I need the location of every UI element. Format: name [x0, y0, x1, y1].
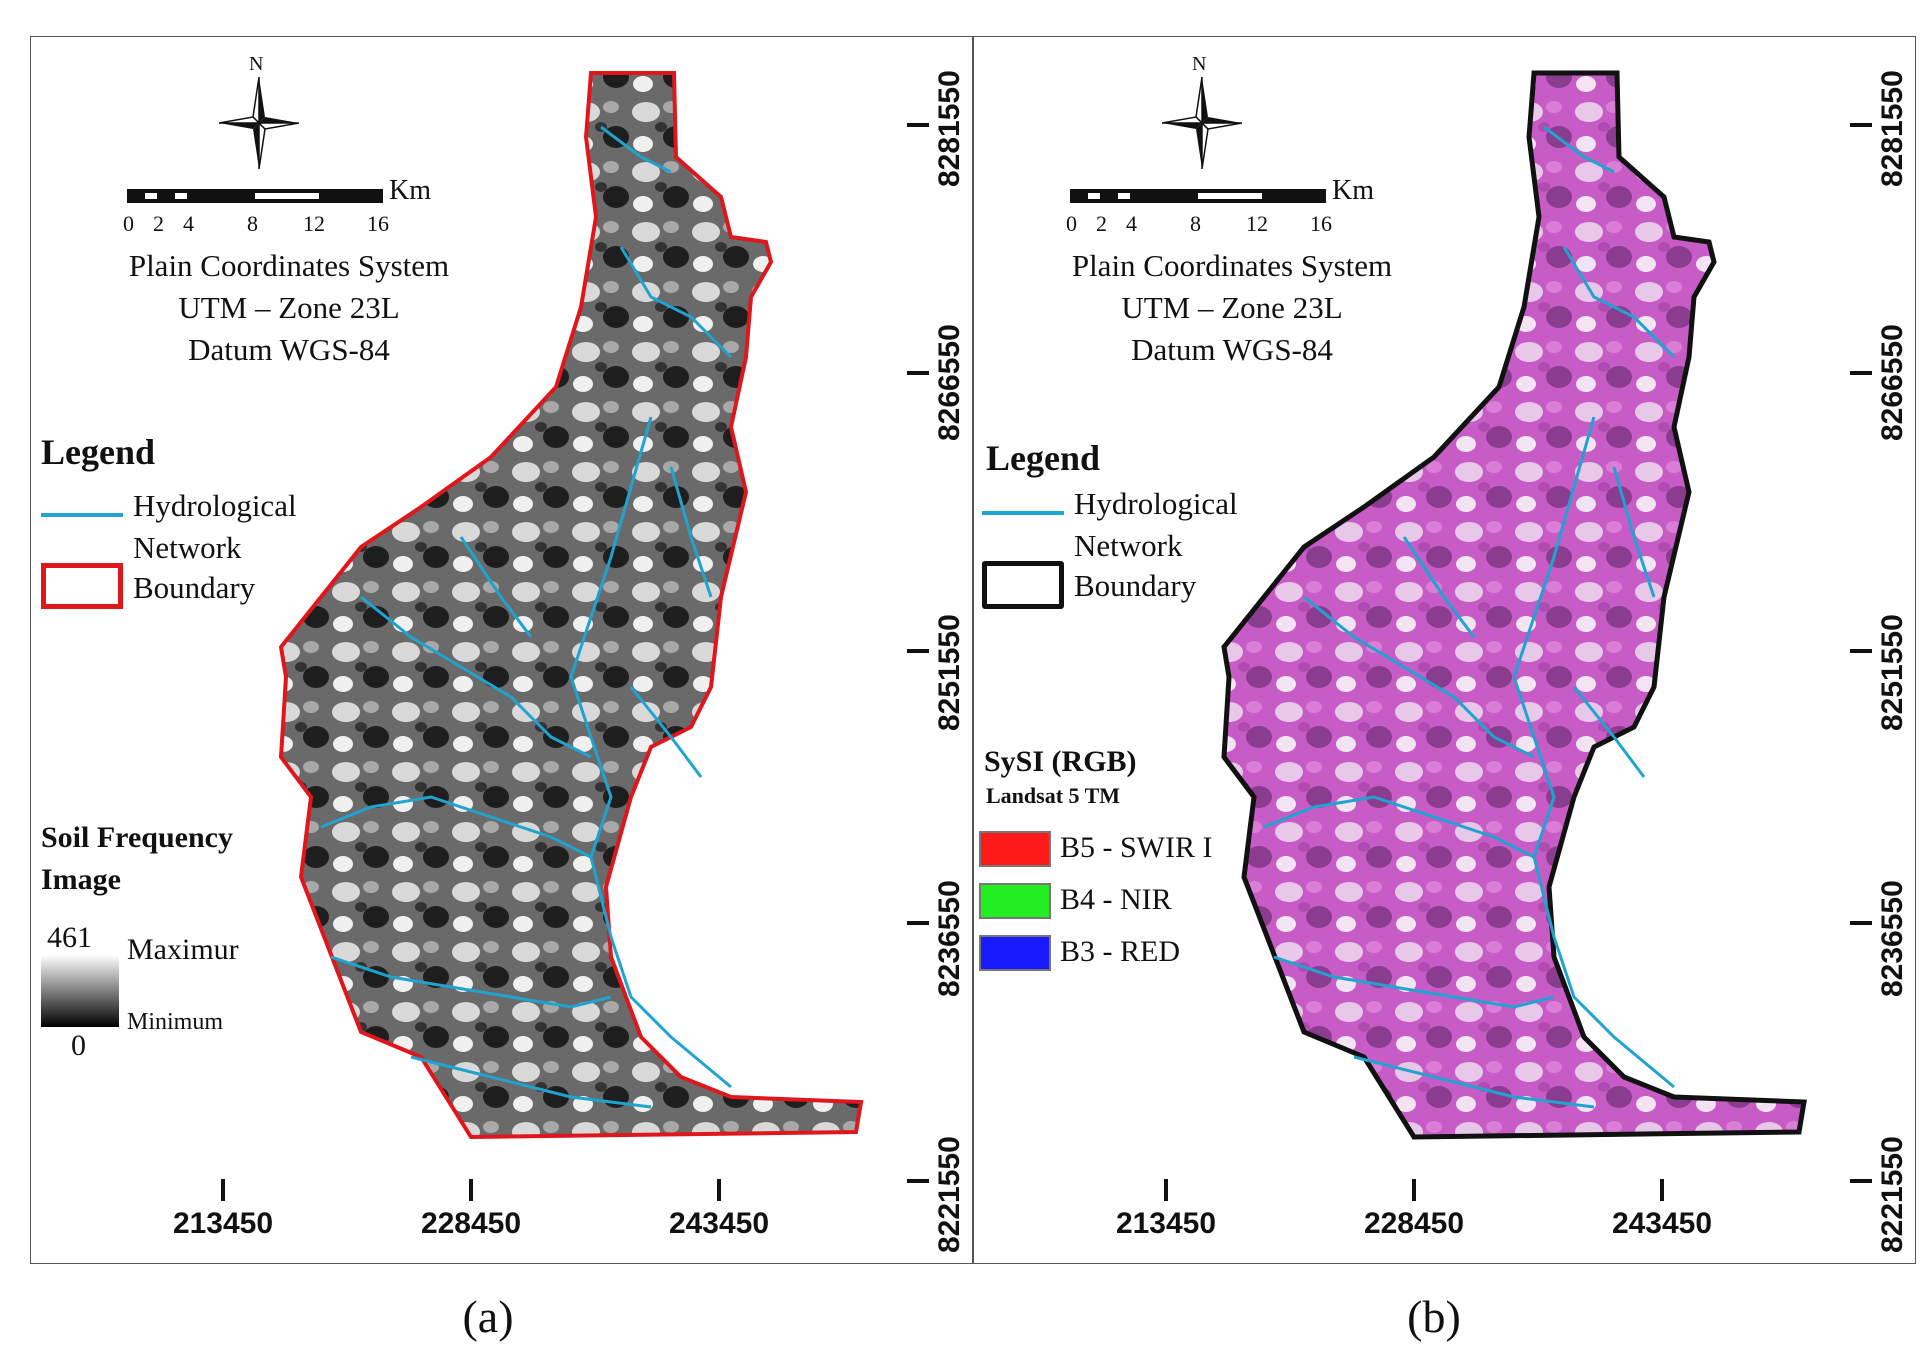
boundary-swatch	[41, 563, 123, 609]
scale-bar	[1070, 189, 1326, 203]
y-tick-mark	[1850, 921, 1872, 925]
y-tick-label: 8221550	[933, 1136, 966, 1253]
x-tick-mark	[1164, 1179, 1168, 1201]
y-tick-mark	[907, 1179, 929, 1183]
y-tick-label: 8236550	[933, 880, 966, 997]
scale-unit: Km	[389, 175, 431, 206]
band-label-green: B4 - NIR	[1060, 883, 1172, 916]
panel-label-a: (a)	[462, 1291, 514, 1342]
coord-system-line-2: UTM – Zone 23L	[178, 290, 400, 325]
scale-tick-8: 8	[247, 211, 258, 236]
scale-tick-12: 12	[1246, 211, 1268, 236]
band-swatch-green	[979, 883, 1051, 919]
x-tick-mark	[469, 1179, 473, 1201]
hydrological-network-swatch	[41, 513, 123, 517]
sysi-rgb-title: SySI (RGB)	[984, 745, 1137, 778]
x-tick-mark	[221, 1179, 225, 1201]
scale-tick-2: 2	[1096, 211, 1107, 236]
x-tick-mark	[1412, 1179, 1416, 1201]
study-area-region	[1221, 70, 1807, 1140]
gray-ramp-swatch	[41, 955, 119, 1027]
coord-system-line-3: Datum WGS-84	[188, 332, 390, 367]
y-tick-mark	[907, 371, 929, 375]
scale-tick-16: 16	[1310, 211, 1332, 236]
north-label: N	[1192, 53, 1207, 75]
y-tick-label: 8251550	[1876, 614, 1909, 731]
landsat-subtitle: Landsat 5 TM	[986, 783, 1121, 808]
coord-system-line-1: Plain Coordinates System	[128, 248, 450, 283]
sysi-rgb-map	[1221, 70, 1807, 1140]
x-tick-label: 228450	[420, 1207, 522, 1240]
y-tick-mark	[1850, 371, 1872, 375]
y-tick-label: 8266550	[1876, 324, 1909, 441]
soil-frequency-title: Soil Frequency Image	[41, 821, 233, 896]
hydrological-network-label: Hydrological Network	[133, 488, 297, 565]
y-tick-label: 8281550	[933, 70, 966, 187]
hydrological-network-label: Hydrological Network	[1074, 486, 1238, 563]
boundary-label: Boundary	[1074, 568, 1197, 603]
band-swatch-red	[979, 831, 1051, 867]
x-tick-label: 213450	[1115, 1207, 1217, 1240]
x-tick-label: 228450	[1363, 1207, 1465, 1240]
x-tick-mark	[717, 1179, 721, 1201]
hydrological-network	[1263, 125, 1676, 1109]
band-label-red: B5 - SWIR I	[1060, 831, 1213, 864]
scale-tick-16: 16	[367, 211, 389, 236]
boundary-swatch	[982, 561, 1064, 609]
y-tick-mark	[1850, 123, 1872, 127]
y-tick-label: 8221550	[1876, 1136, 1909, 1253]
y-tick-mark	[907, 123, 929, 127]
legend-title: Legend	[41, 432, 156, 472]
y-tick-label: 8236550	[1876, 880, 1909, 997]
y-tick-mark	[907, 649, 929, 653]
raster-min-value: 0	[71, 1029, 86, 1062]
raster-max-label: Maximur	[127, 933, 239, 966]
y-tick-label: 8266550	[933, 324, 966, 441]
map-panel-b: N 0 2 4 8 12 16 Km Plain Coordinates Sys…	[973, 36, 1916, 1264]
legend-title: Legend	[986, 438, 1101, 478]
band-label-blue: B3 - RED	[1060, 935, 1180, 968]
scale-tick-4: 4	[1126, 211, 1137, 236]
scale-tick-8: 8	[1190, 211, 1201, 236]
raster-min-label: Minimum	[127, 1009, 224, 1035]
y-tick-mark	[907, 921, 929, 925]
x-tick-label: 213450	[172, 1207, 274, 1240]
north-arrow-icon	[1162, 77, 1242, 169]
map-panel-a: N 0 2 4 8 12 16 Km Plain Coordinates Sys…	[30, 36, 973, 1264]
coord-system-text: Plain Coordinates System UTM – Zone 23L …	[79, 245, 499, 371]
raster-max-value: 461	[47, 921, 92, 954]
scale-tick-0: 0	[1066, 211, 1077, 236]
coord-system-text: Plain Coordinates System UTM – Zone 23L …	[1022, 245, 1442, 371]
panel-label-b: (b)	[1407, 1291, 1461, 1342]
scale-tick-2: 2	[153, 211, 164, 236]
north-arrow-icon	[219, 77, 299, 169]
coord-system-line-1: Plain Coordinates System	[1071, 248, 1393, 283]
scale-tick-4: 4	[183, 211, 194, 236]
soil-frequency-map	[278, 71, 864, 1140]
band-swatch-blue	[979, 935, 1051, 971]
scale-bar	[127, 189, 383, 203]
coord-system-line-2: UTM – Zone 23L	[1121, 290, 1343, 325]
y-tick-label: 8251550	[933, 614, 966, 731]
x-tick-label: 243450	[668, 1207, 770, 1240]
scale-tick-0: 0	[123, 211, 134, 236]
x-tick-label: 243450	[1611, 1207, 1713, 1240]
study-area-region	[278, 71, 864, 1140]
y-tick-label: 8281550	[1876, 70, 1909, 187]
scale-unit: Km	[1332, 175, 1374, 206]
north-label: N	[249, 53, 264, 75]
hydrological-network	[320, 125, 733, 1109]
coord-system-line-3: Datum WGS-84	[1131, 332, 1333, 367]
scale-tick-12: 12	[303, 211, 325, 236]
hydrological-network-swatch	[982, 511, 1064, 515]
y-tick-mark	[1850, 649, 1872, 653]
boundary-label: Boundary	[133, 570, 256, 605]
y-tick-mark	[1850, 1179, 1872, 1183]
x-tick-mark	[1660, 1179, 1664, 1201]
